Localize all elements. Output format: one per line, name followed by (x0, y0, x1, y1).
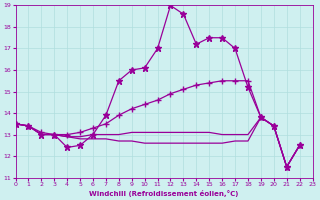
X-axis label: Windchill (Refroidissement éolien,°C): Windchill (Refroidissement éolien,°C) (89, 190, 239, 197)
